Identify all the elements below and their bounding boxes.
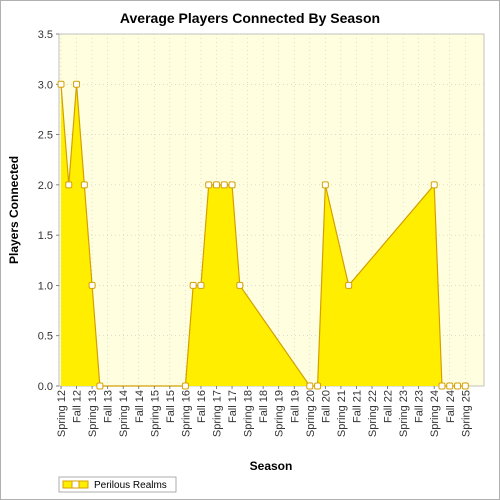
grid-lines bbox=[59, 33, 484, 387]
data-point bbox=[205, 181, 213, 189]
data-point bbox=[446, 382, 454, 390]
data-point bbox=[345, 281, 353, 289]
data-point bbox=[197, 281, 205, 289]
data-point bbox=[228, 181, 236, 189]
x-tick-label: Spring 21 bbox=[336, 390, 348, 437]
x-tick-label: Fall 12 bbox=[72, 390, 84, 423]
legend-series-name: Perilous Realms bbox=[94, 480, 167, 491]
legend: Perilous Realms bbox=[58, 476, 177, 493]
data-point bbox=[80, 181, 88, 189]
y-tick-label: 1.0 bbox=[38, 280, 53, 292]
x-tick-label: Fall 15 bbox=[165, 390, 177, 423]
x-tick-label: Spring 24 bbox=[429, 390, 441, 437]
x-tick-label: Spring 15 bbox=[149, 390, 161, 437]
y-tick-label: 3.5 bbox=[38, 29, 53, 41]
x-tick-label: Spring 22 bbox=[367, 390, 379, 437]
data-point bbox=[454, 382, 462, 390]
data-markers bbox=[57, 80, 469, 390]
x-tick-label: Fall 23 bbox=[414, 390, 426, 423]
x-tick-label: Fall 24 bbox=[445, 390, 457, 423]
x-tick-label: Spring 18 bbox=[243, 390, 255, 437]
legend-marker bbox=[71, 480, 80, 489]
x-tick-label: Spring 12 bbox=[56, 390, 68, 437]
chart-title: Average Players Connected By Season bbox=[120, 10, 380, 26]
data-point bbox=[189, 281, 197, 289]
x-tick-label: Fall 17 bbox=[227, 390, 239, 423]
x-tick-label: Fall 16 bbox=[196, 390, 208, 423]
data-point bbox=[73, 80, 81, 88]
data-point bbox=[96, 382, 104, 390]
x-tick-label: Fall 21 bbox=[351, 390, 363, 423]
data-point bbox=[65, 181, 73, 189]
data-point bbox=[181, 382, 189, 390]
data-point bbox=[220, 181, 228, 189]
data-point bbox=[430, 181, 438, 189]
series-area bbox=[61, 84, 466, 387]
y-axis-ticks: 0.0 0.5 1.0 1.5 2.0 2.5 3.0 3.5 bbox=[38, 29, 59, 393]
y-tick-label: 0.5 bbox=[38, 331, 53, 343]
x-tick-label: Fall 14 bbox=[134, 390, 146, 423]
data-point bbox=[438, 382, 446, 390]
x-tick-label: Fall 13 bbox=[103, 390, 115, 423]
x-tick-label: Spring 13 bbox=[87, 390, 99, 437]
data-point bbox=[321, 181, 329, 189]
x-tick-label: Fall 19 bbox=[289, 390, 301, 423]
x-tick-label: Fall 20 bbox=[320, 390, 332, 423]
data-point bbox=[314, 382, 322, 390]
data-point bbox=[461, 382, 469, 390]
y-tick-label: 1.5 bbox=[38, 230, 53, 242]
data-point bbox=[57, 80, 65, 88]
x-axis-label: Season bbox=[250, 459, 293, 473]
x-tick-label: Spring 23 bbox=[398, 390, 410, 437]
y-tick-label: 3.0 bbox=[38, 79, 53, 91]
x-axis-ticks: Spring 12 Fall 12 Spring 13 Fall 13 Spring 1… bbox=[56, 386, 472, 437]
x-tick-label: Spring 16 bbox=[180, 390, 192, 437]
x-tick-label: Fall 22 bbox=[383, 390, 395, 423]
x-tick-label: Spring 14 bbox=[118, 390, 130, 437]
x-tick-label: Spring 25 bbox=[460, 390, 472, 437]
data-point bbox=[236, 281, 244, 289]
x-tick-label: Spring 19 bbox=[274, 390, 286, 437]
x-tick-label: Spring 17 bbox=[212, 390, 224, 437]
data-point bbox=[306, 382, 314, 390]
y-tick-label: 2.0 bbox=[38, 180, 53, 192]
data-point bbox=[88, 281, 96, 289]
x-tick-label: Spring 20 bbox=[305, 390, 317, 437]
y-axis-label: Players Connected bbox=[7, 156, 21, 264]
y-tick-label: 2.5 bbox=[38, 130, 53, 142]
x-tick-label: Fall 18 bbox=[258, 390, 270, 423]
data-point bbox=[213, 181, 220, 189]
y-tick-label: 0.0 bbox=[38, 381, 53, 393]
